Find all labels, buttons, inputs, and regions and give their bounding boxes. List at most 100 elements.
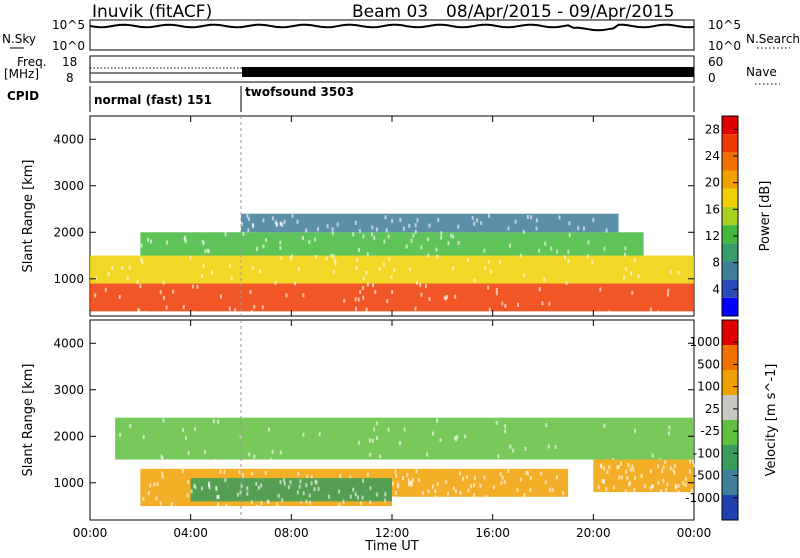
data-gap xyxy=(618,475,621,480)
data-gap xyxy=(626,476,629,481)
data-gap xyxy=(362,234,365,239)
data-gap xyxy=(361,495,364,500)
data-gap xyxy=(666,482,669,487)
data-gap xyxy=(256,246,259,251)
data-gap xyxy=(503,479,506,484)
data-gap xyxy=(387,427,390,432)
data-gap xyxy=(408,223,411,228)
colorbar-segment xyxy=(722,170,738,189)
xlabel: Time UT xyxy=(364,539,418,554)
data-gap xyxy=(440,231,443,236)
data-gap xyxy=(676,491,679,496)
data-gap xyxy=(310,481,313,486)
data-gap xyxy=(349,494,352,499)
data-gap xyxy=(455,437,458,442)
data-gap xyxy=(390,275,393,280)
data-gap xyxy=(473,278,476,283)
data-gap xyxy=(540,471,543,476)
time-axis: 00:00 04:00 08:00 12:00 16:00 20:00 00:00 xyxy=(73,116,711,540)
data-gap xyxy=(289,256,292,261)
colorbar-segment xyxy=(722,152,738,171)
colorbar-segment xyxy=(722,320,738,345)
data-gap xyxy=(355,257,358,262)
nsky-panel: N.Sky 10^5 10^0 10^5 10^0 N.Search xyxy=(2,18,800,53)
data-gap xyxy=(392,496,395,501)
data-gap xyxy=(138,309,141,314)
data-gap xyxy=(201,239,204,244)
data-gap xyxy=(637,274,640,279)
data-gap xyxy=(331,227,334,232)
data-gap xyxy=(153,482,156,487)
nave-tick-bottom: 0 xyxy=(708,71,716,85)
data-gap xyxy=(420,245,423,250)
data-gap xyxy=(206,248,209,253)
data-gap xyxy=(420,292,423,297)
data-gap xyxy=(331,231,334,236)
data-gap xyxy=(182,305,185,310)
data-gap xyxy=(282,478,285,483)
velocity-colorbar: 1000 500 100 25 -25 -100 -500 -1000 xyxy=(685,319,739,521)
data-gap xyxy=(555,475,558,480)
data-gap xyxy=(627,462,630,467)
colorbar-tick-label: -25 xyxy=(700,424,720,438)
x-tick-label: 20:00 xyxy=(576,526,611,540)
data-gap xyxy=(362,276,365,281)
data-gap xyxy=(690,488,693,493)
nsearch-tick-top: 10^5 xyxy=(708,18,741,32)
data-gap xyxy=(357,440,360,445)
data-gap xyxy=(666,292,669,297)
data-gap xyxy=(210,270,213,275)
data-gap xyxy=(535,226,538,231)
data-gap xyxy=(436,482,439,487)
data-gap xyxy=(142,434,145,439)
data-gap xyxy=(194,485,197,490)
data-band xyxy=(90,255,694,284)
data-gap xyxy=(317,486,320,491)
data-gap xyxy=(601,479,604,484)
y-tick-label: 2000 xyxy=(53,429,84,443)
data-gap xyxy=(246,486,249,491)
data-gap xyxy=(591,260,594,265)
data-gap xyxy=(483,475,486,480)
data-gap xyxy=(362,478,365,483)
data-gap xyxy=(121,265,124,270)
colorbar-tick-label: 12 xyxy=(705,229,720,243)
data-gap xyxy=(597,485,600,490)
velocity-panel: 1000 2000 3000 4000 Slant Range [km] 1000 50… xyxy=(21,319,779,521)
colorbar-segment xyxy=(722,445,738,470)
data-gap xyxy=(483,266,486,271)
data-gap xyxy=(439,438,442,443)
data-gap xyxy=(617,464,620,469)
data-gap xyxy=(397,484,400,489)
data-gap xyxy=(644,484,647,489)
data-gap xyxy=(279,222,282,227)
data-gap xyxy=(464,434,467,439)
data-gap xyxy=(94,293,97,298)
y-tick-label: 3000 xyxy=(53,179,84,193)
data-gap xyxy=(257,505,260,510)
data-gap xyxy=(414,229,417,234)
data-gap xyxy=(483,248,486,253)
data-gap xyxy=(669,269,672,274)
data-gap xyxy=(684,476,687,481)
data-gap xyxy=(688,469,691,474)
data-gap xyxy=(111,266,114,271)
data-gap xyxy=(280,256,283,261)
data-gap xyxy=(471,215,474,220)
data-gap xyxy=(457,240,460,245)
data-gap xyxy=(262,244,265,249)
data-gap xyxy=(283,219,286,224)
data-gap xyxy=(238,470,241,475)
data-gap xyxy=(457,224,460,229)
data-gap xyxy=(407,478,410,483)
data-gap xyxy=(408,267,411,272)
data-gap xyxy=(662,478,665,483)
data-gap xyxy=(369,500,372,505)
freq-tick-top: 18 xyxy=(62,55,77,69)
data-gap xyxy=(358,228,361,233)
data-gap xyxy=(512,448,515,453)
data-gap xyxy=(230,276,233,281)
data-gap xyxy=(440,235,443,240)
colorbar-tick-label: 8 xyxy=(712,256,720,270)
data-gap xyxy=(674,485,677,490)
